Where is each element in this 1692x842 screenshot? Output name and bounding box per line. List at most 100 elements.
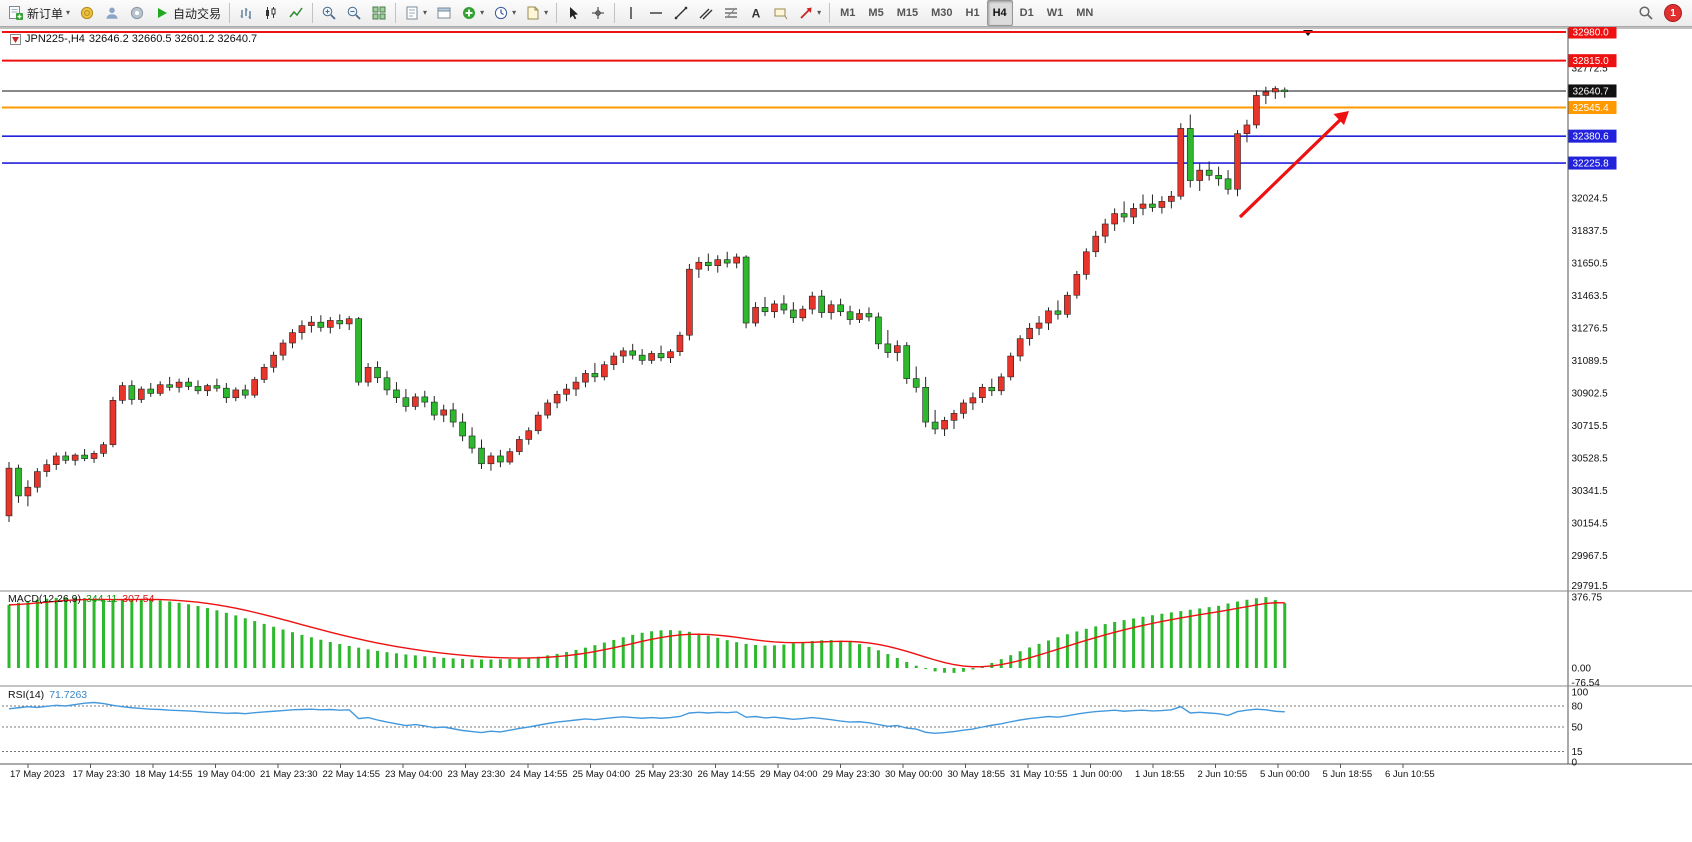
timeframe-d1-button[interactable]: D1 (1019, 7, 1034, 19)
clock-icon (494, 6, 508, 20)
trend-arrow[interactable] (1238, 117, 1343, 219)
candlestick (667, 351, 674, 359)
window-list-icon (437, 7, 451, 19)
arrow-tool-icon (800, 7, 812, 19)
candlestick (345, 318, 353, 325)
candlestick (156, 384, 164, 394)
candlestick (875, 316, 882, 345)
candlestick (960, 402, 967, 414)
price-level-badge (1568, 54, 1617, 68)
zoom-in-button[interactable] (317, 2, 341, 24)
candlestick (100, 444, 107, 454)
timeframe-m30-button[interactable]: M30 (931, 7, 953, 19)
new-order-button[interactable]: 新订单 ▾ (4, 2, 74, 24)
add-indicator-button[interactable]: ▾ (457, 2, 488, 24)
profiles-button[interactable]: ▾ (400, 2, 431, 24)
candlestick (1035, 322, 1043, 329)
candlestick (771, 303, 778, 313)
profile-button[interactable] (100, 2, 124, 24)
chart-area[interactable]: 32772.5 32024.5 31837.5 31650.5 31463.5 31276… (0, 27, 1692, 842)
candlestick (459, 421, 466, 437)
candlestick (761, 307, 769, 313)
trendline-icon (674, 6, 688, 20)
channel-button[interactable] (694, 2, 718, 24)
price-tick-label: 32772.5 (1572, 64, 1609, 75)
text-icon: A (752, 7, 761, 21)
time-label: 24 May 14:55 (510, 769, 568, 780)
community-button[interactable] (125, 2, 149, 24)
toolbar-separator (829, 3, 831, 23)
timeframe-m1-button[interactable]: M1 (840, 7, 856, 19)
tile-windows-button[interactable] (367, 2, 391, 24)
candlestick (912, 378, 920, 388)
candlestick (591, 373, 599, 378)
candlestick-chart-button[interactable] (259, 2, 283, 24)
trendline-button[interactable] (669, 2, 693, 24)
candlestick (24, 486, 32, 497)
timeframe-m5-button[interactable]: M5 (868, 7, 884, 19)
timeframe-h4-button[interactable]: H4 (986, 0, 1013, 26)
candlestick (648, 353, 655, 361)
label-button[interactable] (769, 2, 793, 24)
candlestick (336, 320, 344, 325)
template-button[interactable]: ▾ (521, 2, 552, 24)
candlestick (468, 435, 476, 449)
window-list-button[interactable] (432, 2, 456, 24)
period-button[interactable]: ▾ (489, 2, 520, 24)
cursor-button[interactable] (561, 2, 585, 24)
text-button[interactable]: A (744, 2, 768, 24)
price-tick-label: 15 (1572, 747, 1584, 758)
fibonacci-button[interactable] (719, 2, 743, 24)
time-label: 1 Jun 18:55 (1135, 769, 1185, 780)
price-tick-label: 100 (1572, 688, 1589, 699)
bar-chart-icon (240, 8, 251, 19)
new-order-label: 新订单 (27, 6, 64, 21)
rsi-panel (2, 701, 1566, 752)
candlestick (421, 396, 429, 403)
candlestick (704, 261, 712, 266)
time-label: 1 Jun 00:00 (1073, 769, 1123, 780)
candlestick (71, 454, 79, 461)
candlestick (109, 400, 117, 445)
auto-trading-button[interactable]: 自动交易 (150, 2, 225, 24)
symbol-period-label: JPN225-,H4 (25, 33, 85, 45)
zoom-out-button[interactable] (342, 2, 366, 24)
candlestick (1139, 203, 1147, 209)
search-button[interactable] (1634, 2, 1658, 24)
candlestick (1158, 201, 1166, 208)
candlestick (1064, 294, 1071, 315)
time-label: 6 Jun 10:55 (1385, 769, 1435, 780)
horizontal-line-button[interactable] (644, 2, 668, 24)
price-tick-label: 30154.5 (1572, 518, 1609, 529)
time-label: 5 Jun 00:00 (1260, 769, 1310, 780)
candlestick (317, 321, 325, 328)
timeframe-h1-button[interactable]: H1 (965, 7, 980, 19)
candlestick (1243, 124, 1251, 134)
wallet-button[interactable] (75, 2, 99, 24)
arrows-tool-button[interactable]: ▾ (794, 2, 825, 24)
candlestick (563, 388, 570, 395)
timeframe-m15-button[interactable]: M15 (896, 7, 919, 19)
candlestick (15, 467, 22, 497)
candlestick (1016, 338, 1024, 357)
vertical-line-button[interactable] (619, 2, 643, 24)
notification-badge[interactable]: 1 (1664, 4, 1682, 22)
time-label: 22 May 14:55 (323, 769, 381, 780)
crosshair-button[interactable] (586, 2, 610, 24)
line-chart-button[interactable] (284, 2, 308, 24)
bar-chart-button[interactable] (234, 2, 258, 24)
price-tick-label: 0 (1572, 758, 1578, 769)
candlestick (941, 420, 948, 430)
chevron-down-icon: ▾ (544, 8, 549, 17)
timeframe-w1-button[interactable]: W1 (1046, 7, 1064, 19)
candlestick (213, 385, 221, 389)
wallet-icon (80, 6, 94, 20)
timeframe-mn-button[interactable]: MN (1076, 7, 1094, 19)
time-label: 18 May 14:55 (135, 769, 193, 780)
candlestick (515, 439, 523, 452)
price-level-badge (1568, 101, 1617, 115)
svg-text:A: A (752, 7, 761, 21)
candlestick-icon (266, 7, 276, 19)
price-level-badge (1568, 27, 1617, 39)
candlestick (1045, 310, 1052, 324)
